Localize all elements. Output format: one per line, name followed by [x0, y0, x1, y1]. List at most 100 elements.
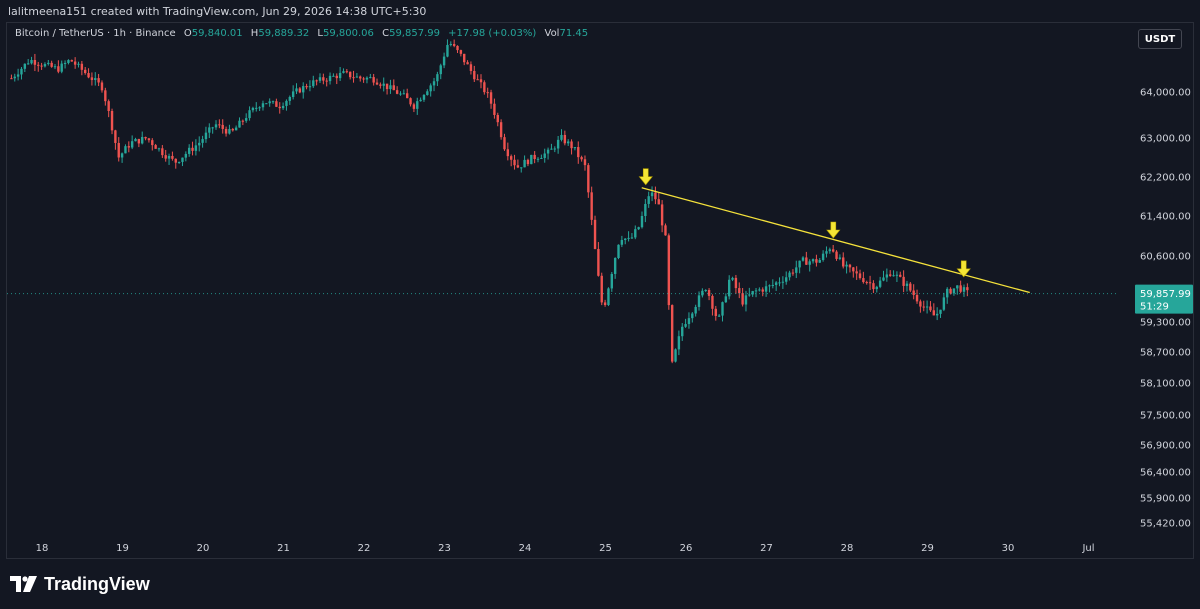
- candle: [30, 56, 33, 65]
- chart-pane[interactable]: 64,000.00 63,000.00 62,200.00 61,400.00 60,6…: [6, 22, 1194, 559]
- candle-body: [312, 80, 315, 87]
- candle-body: [556, 139, 560, 149]
- candle: [402, 89, 406, 95]
- candle-body: [818, 259, 821, 263]
- candle-body: [560, 134, 563, 140]
- candle-body: [657, 199, 660, 205]
- candle: [865, 280, 868, 285]
- trendline-mark: [641, 187, 1030, 294]
- candle: [409, 97, 412, 107]
- candle-body: [774, 282, 778, 285]
- candle-body: [543, 153, 546, 158]
- candle: [660, 200, 664, 233]
- candle-body: [583, 159, 587, 166]
- candle: [295, 83, 298, 95]
- candle-body: [322, 77, 325, 81]
- candle-body: [523, 159, 526, 168]
- candle-body: [318, 77, 322, 81]
- candle-body: [251, 107, 255, 111]
- candle-body: [613, 257, 617, 274]
- currency-button[interactable]: USDT: [1138, 29, 1182, 49]
- candle: [697, 291, 701, 311]
- candle: [724, 293, 728, 303]
- candle-body: [764, 286, 768, 292]
- candle-body: [530, 154, 533, 165]
- countdown-label: 51:29: [1140, 302, 1169, 313]
- candle-body: [80, 63, 84, 70]
- candle-body: [865, 282, 868, 284]
- candle: [761, 287, 764, 297]
- y-tick-label: 59,300.00: [1140, 318, 1191, 329]
- candle-body: [701, 290, 704, 296]
- candle: [308, 80, 312, 92]
- candle: [151, 138, 154, 151]
- candle-body: [157, 148, 161, 150]
- candle-body: [261, 103, 265, 108]
- candle: [187, 144, 191, 157]
- candle-body: [687, 318, 691, 325]
- candle: [952, 288, 956, 296]
- legend-symbol[interactable]: Bitcoin / TetherUS · 1h · Binance: [15, 28, 176, 39]
- candle: [875, 285, 878, 293]
- candle: [328, 72, 332, 85]
- candle: [463, 53, 466, 66]
- candle-body: [335, 75, 338, 79]
- candle-body: [47, 62, 50, 65]
- candle: [946, 287, 949, 304]
- candle-body: [520, 167, 523, 169]
- candle: [774, 281, 778, 291]
- candle: [627, 231, 630, 242]
- candle: [288, 95, 292, 105]
- candle-body: [758, 289, 761, 291]
- candle-body: [208, 127, 211, 133]
- candle-body: [925, 306, 929, 308]
- candle: [771, 279, 775, 289]
- candle: [862, 271, 865, 284]
- candle: [567, 139, 570, 146]
- candle-body: [811, 259, 815, 262]
- candle: [238, 117, 241, 128]
- y-tick-label: 55,900.00: [1140, 494, 1191, 505]
- candle: [556, 135, 560, 154]
- candle-body: [801, 257, 805, 261]
- tradingview-logo[interactable]: TradingView: [10, 573, 150, 595]
- candle: [466, 60, 469, 65]
- candle: [94, 72, 97, 86]
- candle: [442, 52, 446, 69]
- candle-body: [660, 204, 664, 226]
- price-chart[interactable]: 64,000.00 63,000.00 62,200.00 61,400.00 60,6…: [7, 23, 1193, 558]
- candle-body: [714, 308, 717, 316]
- candle-body: [935, 313, 939, 316]
- candle: [949, 287, 952, 295]
- candle-body: [255, 107, 258, 109]
- legend-high-label: H: [250, 28, 259, 39]
- candle-body: [553, 148, 556, 150]
- candle-body: [674, 349, 677, 362]
- candle-body: [73, 61, 77, 65]
- candle-body: [862, 278, 865, 283]
- candle: [120, 152, 124, 163]
- candle-body: [842, 257, 845, 267]
- candle-body: [634, 229, 637, 238]
- candle: [416, 97, 419, 115]
- candle: [751, 290, 754, 297]
- candle-body: [868, 282, 872, 284]
- candle: [526, 158, 530, 167]
- candle-body: [13, 76, 16, 79]
- candle-body: [778, 282, 781, 284]
- candle: [26, 59, 30, 65]
- candle-body: [63, 62, 67, 64]
- candle: [221, 119, 224, 134]
- candle-body: [878, 280, 882, 287]
- candle-body: [295, 88, 298, 92]
- candle: [77, 61, 80, 68]
- candle: [929, 301, 932, 312]
- candle-body: [610, 273, 614, 289]
- candle-body: [436, 74, 439, 82]
- candle-body: [902, 276, 905, 286]
- candle-body: [607, 288, 610, 306]
- candle: [214, 120, 218, 130]
- candle-body: [419, 99, 422, 102]
- candle: [265, 103, 268, 105]
- candle: [395, 86, 399, 95]
